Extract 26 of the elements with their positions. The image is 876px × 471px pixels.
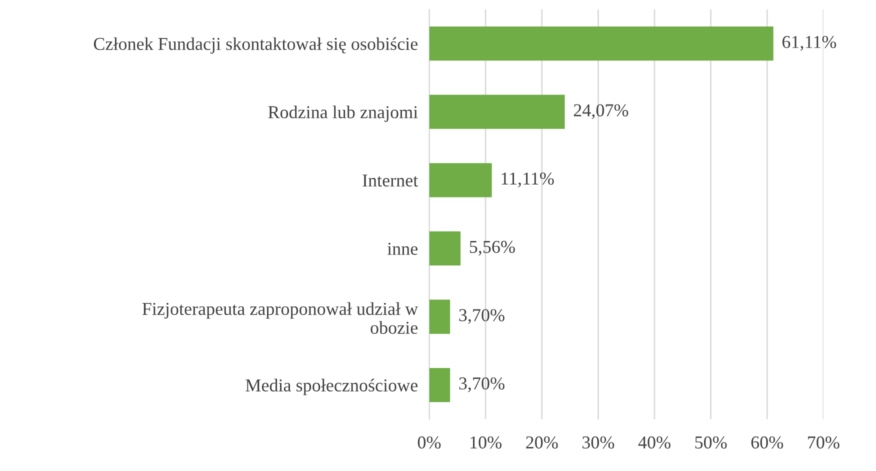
bar [429,300,450,334]
x-tick-label: 10% [470,436,502,449]
data-label: 61,11% [782,36,836,51]
data-label: 11,11% [502,172,554,188]
x-tick-label: 70% [808,436,840,449]
bar [429,163,492,198]
y-tick-label: Fizjoterapeuta zaproponował udział w obozie [142,302,418,334]
bar [429,231,461,266]
y-tick-label: Internet [362,174,418,187]
data-label: 24,07% [574,104,628,119]
x-tick-label: 0% [418,436,441,449]
data-label: 3,70% [459,377,504,392]
x-tick-label: 40% [638,436,670,449]
x-tick-label: 20% [526,436,558,449]
x-tick-label: 60% [751,436,784,449]
data-label: 3,70% [459,309,504,324]
bar [429,26,774,61]
y-tick-label: inne [387,242,418,255]
x-tick-label: 30% [582,436,614,449]
y-tick-label: Media społecznościowe [246,378,418,396]
y-tick-label: Rodzina lub znajomi [268,106,418,122]
data-label: 5,56% [470,240,515,256]
bar [429,368,450,402]
bar [429,94,565,129]
x-tick-label: 50% [695,436,727,449]
y-tick-label: Członek Fundacji skontaktował się osobiście [94,37,418,54]
